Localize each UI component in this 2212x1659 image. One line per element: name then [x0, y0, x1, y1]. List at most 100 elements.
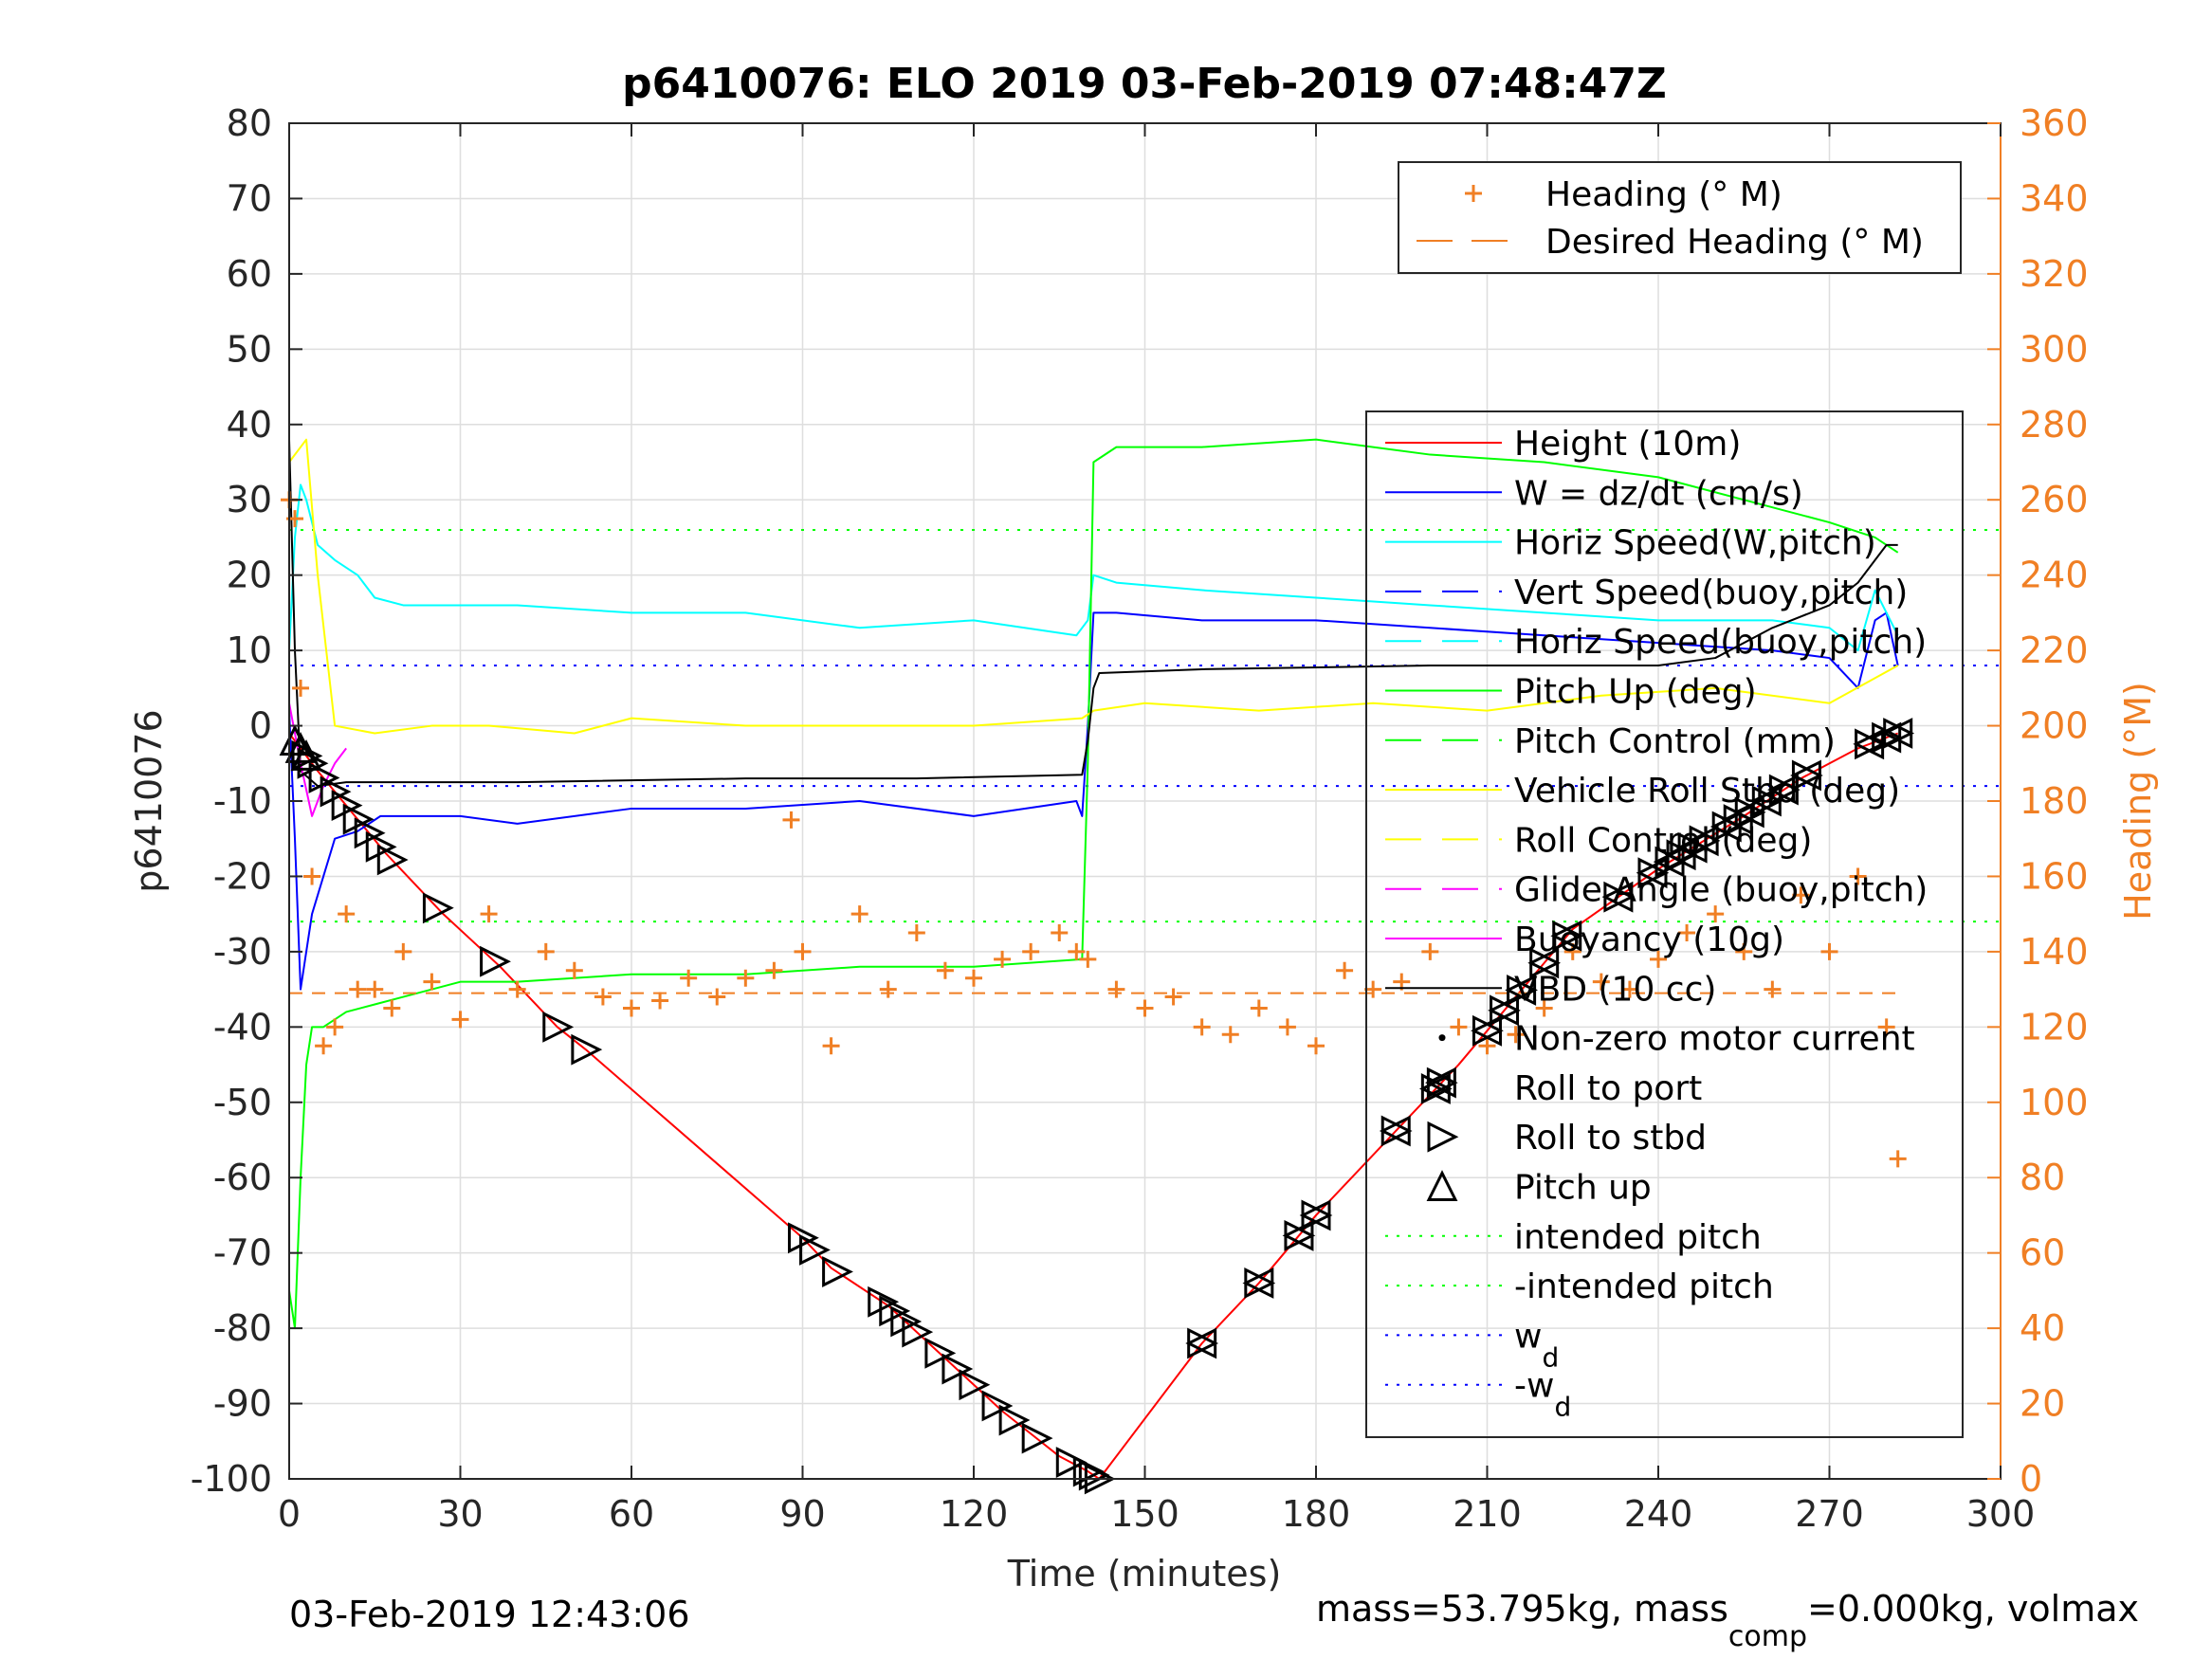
- heading-point: [1889, 1150, 1907, 1168]
- y-tick-label: 40: [227, 404, 272, 446]
- marker-roll-stbd: [297, 747, 329, 779]
- heading-point: [1307, 1037, 1325, 1055]
- marker-roll-port: [1471, 1014, 1504, 1047]
- x-tick-label: 240: [1624, 1493, 1693, 1535]
- marker-roll-stbd: [291, 739, 323, 772]
- heading-point: [1735, 942, 1753, 960]
- y-tick-label: 20: [227, 555, 272, 596]
- y-right-tick-label: 140: [2020, 931, 2089, 973]
- legend-label: intended pitch: [1514, 1218, 1762, 1257]
- y-right-tick-label: 260: [2020, 479, 2089, 520]
- footer-mass-text2: =0.000kg, volmax: [1807, 1588, 2139, 1630]
- y-right-tick-label: 20: [2020, 1383, 2065, 1425]
- marker-roll-stbd: [1055, 1447, 1088, 1478]
- series-line: [288, 438, 1899, 1330]
- legend-label: Non-zero motor current: [1514, 1020, 1915, 1059]
- heading-point: [822, 1037, 840, 1055]
- legend-label: Buoyancy (10g): [1514, 921, 1784, 959]
- marker-roll-port: [1488, 994, 1521, 1027]
- marker-layer: [279, 718, 1915, 1495]
- heading-point: [1336, 961, 1354, 979]
- y-tick-label: 60: [227, 253, 272, 295]
- legend-heading-swatch: [1465, 185, 1482, 202]
- marker-roll-stbd: [376, 844, 409, 876]
- series-line: [288, 732, 1899, 1480]
- y-tick-label: 80: [227, 102, 272, 144]
- footer-mass-sub: comp: [1728, 1620, 1807, 1653]
- legend-label: Pitch Control (mm): [1514, 722, 1836, 761]
- y-tick-label: -50: [213, 1082, 272, 1123]
- x-tick-label: 180: [1282, 1493, 1351, 1535]
- series-line: [288, 439, 1898, 788]
- legend-heading: Heading (° M) Desired Heading (° M): [1398, 161, 1962, 274]
- y-tick-label: -60: [213, 1157, 272, 1198]
- heading-point: [708, 988, 726, 1006]
- series-line: [288, 438, 1899, 735]
- marker-roll-port: [1379, 1115, 1413, 1147]
- marker-roll-stbd: [981, 1390, 1014, 1422]
- y-axis-right: 3603403203002802602402202001801601401201…: [1987, 102, 2089, 1500]
- y-right-tick-label: 340: [2020, 177, 2089, 219]
- heading-point: [1136, 999, 1154, 1017]
- y-right-tick-label: 200: [2020, 705, 2089, 747]
- marker-roll-stbd: [822, 1256, 853, 1287]
- y-right-tick-label: 60: [2020, 1232, 2065, 1274]
- marker-roll-stbd: [320, 775, 352, 808]
- marker-roll-stbd: [998, 1404, 1031, 1436]
- marker-roll-stbd: [308, 762, 340, 793]
- y-tick-label: 0: [249, 705, 272, 747]
- heading-point: [303, 867, 321, 885]
- legend-main-box: [1365, 410, 1964, 1438]
- legend-label: Vehicle Roll Stbd (deg): [1514, 772, 1900, 811]
- heading-point: [1278, 1018, 1296, 1036]
- y-tick-label: 10: [227, 629, 272, 671]
- heading-point: [383, 999, 401, 1017]
- marker-roll-port: [1790, 759, 1823, 792]
- x-tick-label: 300: [1966, 1493, 2036, 1535]
- heading-point: [1221, 1026, 1239, 1044]
- heading-point: [1764, 980, 1782, 998]
- y-right-tick-label: 80: [2020, 1157, 2065, 1198]
- y-axis-label: p6410076: [128, 709, 170, 892]
- heading-point: [965, 969, 982, 987]
- heading-point: [315, 1037, 333, 1055]
- marker-roll-stbd: [959, 1369, 991, 1401]
- footer-mass: mass=53.795kg, masscomp=0.000kg, volmax: [1316, 1588, 2139, 1653]
- heading-point: [994, 950, 1012, 968]
- legend-heading-label: Desired Heading (° M): [1545, 223, 1924, 262]
- heading-point: [366, 980, 384, 998]
- legend-label: W = dz/dt (cm/s): [1514, 474, 1803, 513]
- y-tick-label: 70: [227, 177, 272, 219]
- heading-point: [1250, 999, 1268, 1017]
- heading-point: [1507, 1026, 1525, 1044]
- x-tick-label: 210: [1453, 1493, 1522, 1535]
- marker-roll-stbd: [342, 803, 375, 835]
- marker-roll-port: [1527, 947, 1562, 979]
- heading-point: [651, 992, 669, 1010]
- heading-point: [537, 942, 555, 960]
- marker-roll-port: [1749, 785, 1783, 817]
- heading-point: [907, 924, 925, 942]
- y-right-tick-label: 40: [2020, 1307, 2065, 1349]
- y-tick-label: -70: [213, 1232, 272, 1274]
- series-line: [288, 483, 1899, 652]
- y-tick-label: -30: [213, 931, 272, 973]
- y-right-tick-label: 220: [2020, 629, 2089, 671]
- footer-mass-text: mass=53.795kg, mass: [1316, 1588, 1728, 1630]
- marker-roll-port: [1299, 1199, 1333, 1231]
- heading-point: [1022, 942, 1040, 960]
- x-tick-label: 30: [437, 1493, 483, 1535]
- y-tick-label: -90: [213, 1383, 272, 1425]
- heading-point: [565, 961, 583, 979]
- heading-point: [765, 961, 783, 979]
- x-tick-label: 0: [278, 1493, 301, 1535]
- x-tick-label: 150: [1110, 1493, 1179, 1535]
- heading-point: [1164, 988, 1182, 1006]
- y-tick-label: -100: [191, 1458, 272, 1500]
- series-heading-markers: [281, 491, 1907, 1168]
- legend-swatch: [1438, 1034, 1446, 1042]
- heading-point: [1364, 980, 1382, 998]
- y-tick-label: -20: [213, 855, 272, 897]
- series-line: [288, 611, 1899, 991]
- legend-swatch: [1426, 1170, 1458, 1201]
